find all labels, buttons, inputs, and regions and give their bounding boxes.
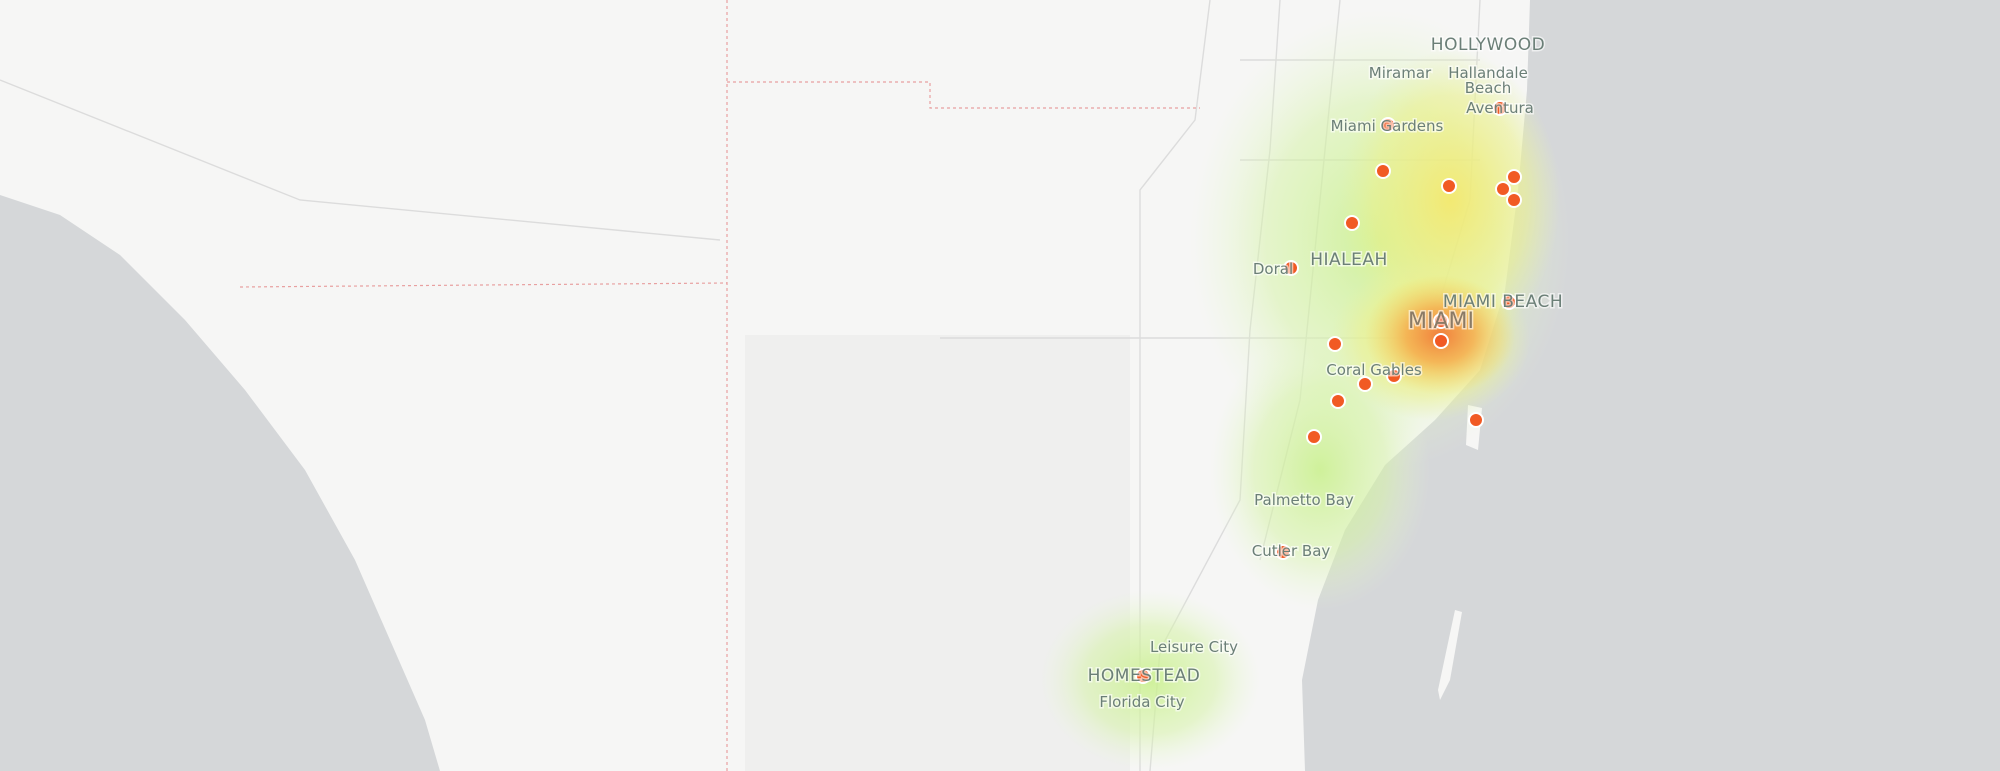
place-label: Palmetto Bay [1254, 491, 1354, 509]
place-labels: HOLLYWOOD Miramar Hallandale Beach Avent… [1086, 34, 1564, 713]
place-label: Miami Gardens [1331, 117, 1444, 135]
marker[interactable] [1135, 668, 1151, 684]
markers [1135, 100, 1522, 684]
place-label: HOMESTEAD [1088, 666, 1201, 686]
place-label: HIALEAH [1310, 250, 1388, 270]
marker[interactable] [1386, 368, 1402, 384]
marker[interactable] [1380, 117, 1396, 133]
marker[interactable] [1330, 393, 1346, 409]
marker[interactable] [1275, 544, 1291, 560]
place-label: Hallandale [1448, 64, 1528, 82]
marker[interactable] [1501, 294, 1517, 310]
place-label: Cutler Bay [1252, 542, 1331, 560]
place-label: Beach [1465, 79, 1511, 97]
marker[interactable] [1375, 163, 1391, 179]
place-label: Leisure City [1150, 638, 1238, 656]
marker[interactable] [1441, 178, 1457, 194]
place-label: Aventura [1466, 99, 1534, 117]
marker[interactable] [1495, 181, 1511, 197]
place-label: MIAMI [1408, 309, 1474, 334]
boundaries [239, 0, 1200, 771]
marker[interactable] [1357, 376, 1373, 392]
marker[interactable] [1433, 313, 1449, 329]
marker[interactable] [1506, 169, 1522, 185]
marker[interactable] [1344, 215, 1360, 231]
place-label: Miramar [1369, 64, 1432, 82]
place-label: Coral Gables [1326, 361, 1422, 379]
marker[interactable] [1433, 333, 1449, 349]
keys [1438, 610, 1462, 700]
marker[interactable] [1327, 336, 1343, 352]
place-label: Doral [1253, 260, 1293, 278]
marker[interactable] [1306, 429, 1322, 445]
marker[interactable] [1492, 100, 1508, 116]
marker[interactable] [1506, 192, 1522, 208]
everglades [745, 335, 1130, 771]
marker[interactable] [1468, 412, 1484, 428]
place-label: MIAMI BEACH [1443, 292, 1563, 312]
marker[interactable] [1283, 260, 1299, 276]
place-label: Florida City [1099, 693, 1184, 711]
place-label: HOLLYWOOD [1431, 35, 1545, 55]
